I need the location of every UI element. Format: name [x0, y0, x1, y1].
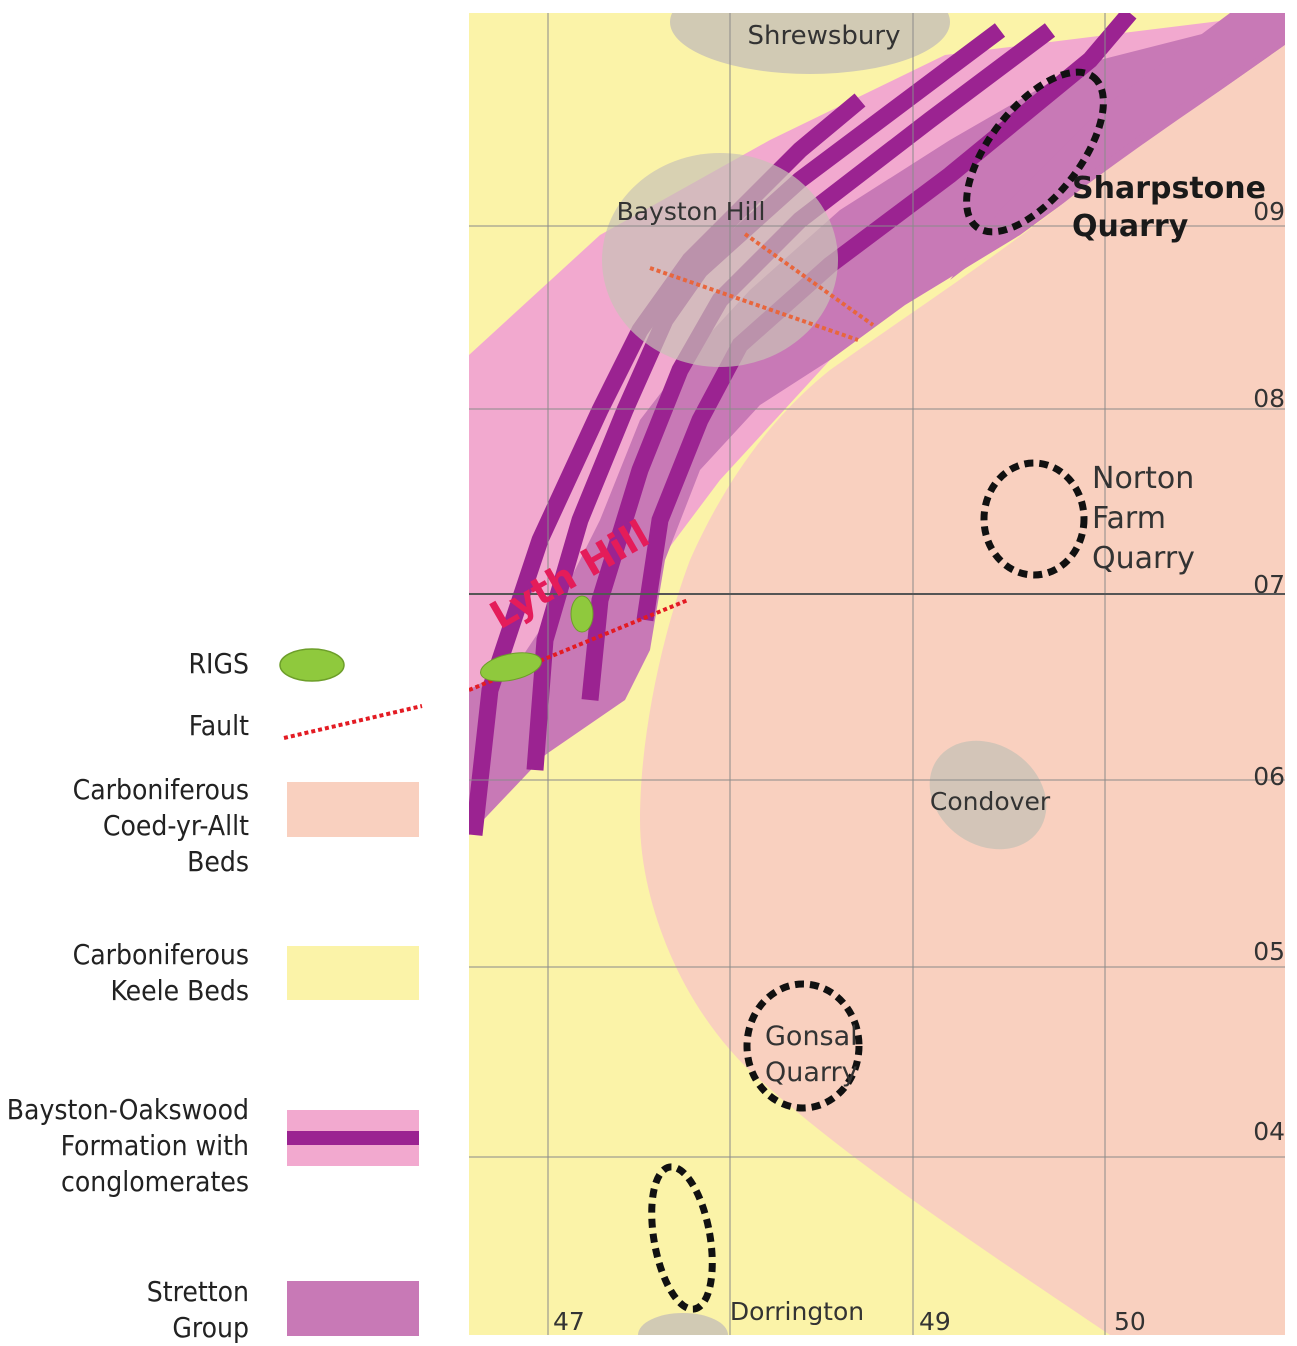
- northing-06: 06: [1253, 762, 1285, 791]
- label-bayston-hill: Bayston Hill: [617, 197, 766, 226]
- label-shrewsbury: Shrewsbury: [748, 21, 901, 51]
- northing-05: 05: [1253, 937, 1285, 966]
- easting-49: 49: [919, 1307, 951, 1336]
- northing-08: 08: [1253, 384, 1285, 413]
- label-dorrington: Dorrington: [730, 1297, 864, 1326]
- northing-07: 07: [1253, 570, 1285, 599]
- northing-04: 04: [1253, 1117, 1285, 1146]
- label-condover: Condover: [930, 787, 1051, 816]
- easting-47: 47: [553, 1307, 585, 1336]
- rigs-site-2: [571, 596, 593, 632]
- northing-09: 09: [1253, 197, 1285, 226]
- bayston-hill-area: [602, 153, 838, 367]
- easting-50: 50: [1114, 1307, 1146, 1336]
